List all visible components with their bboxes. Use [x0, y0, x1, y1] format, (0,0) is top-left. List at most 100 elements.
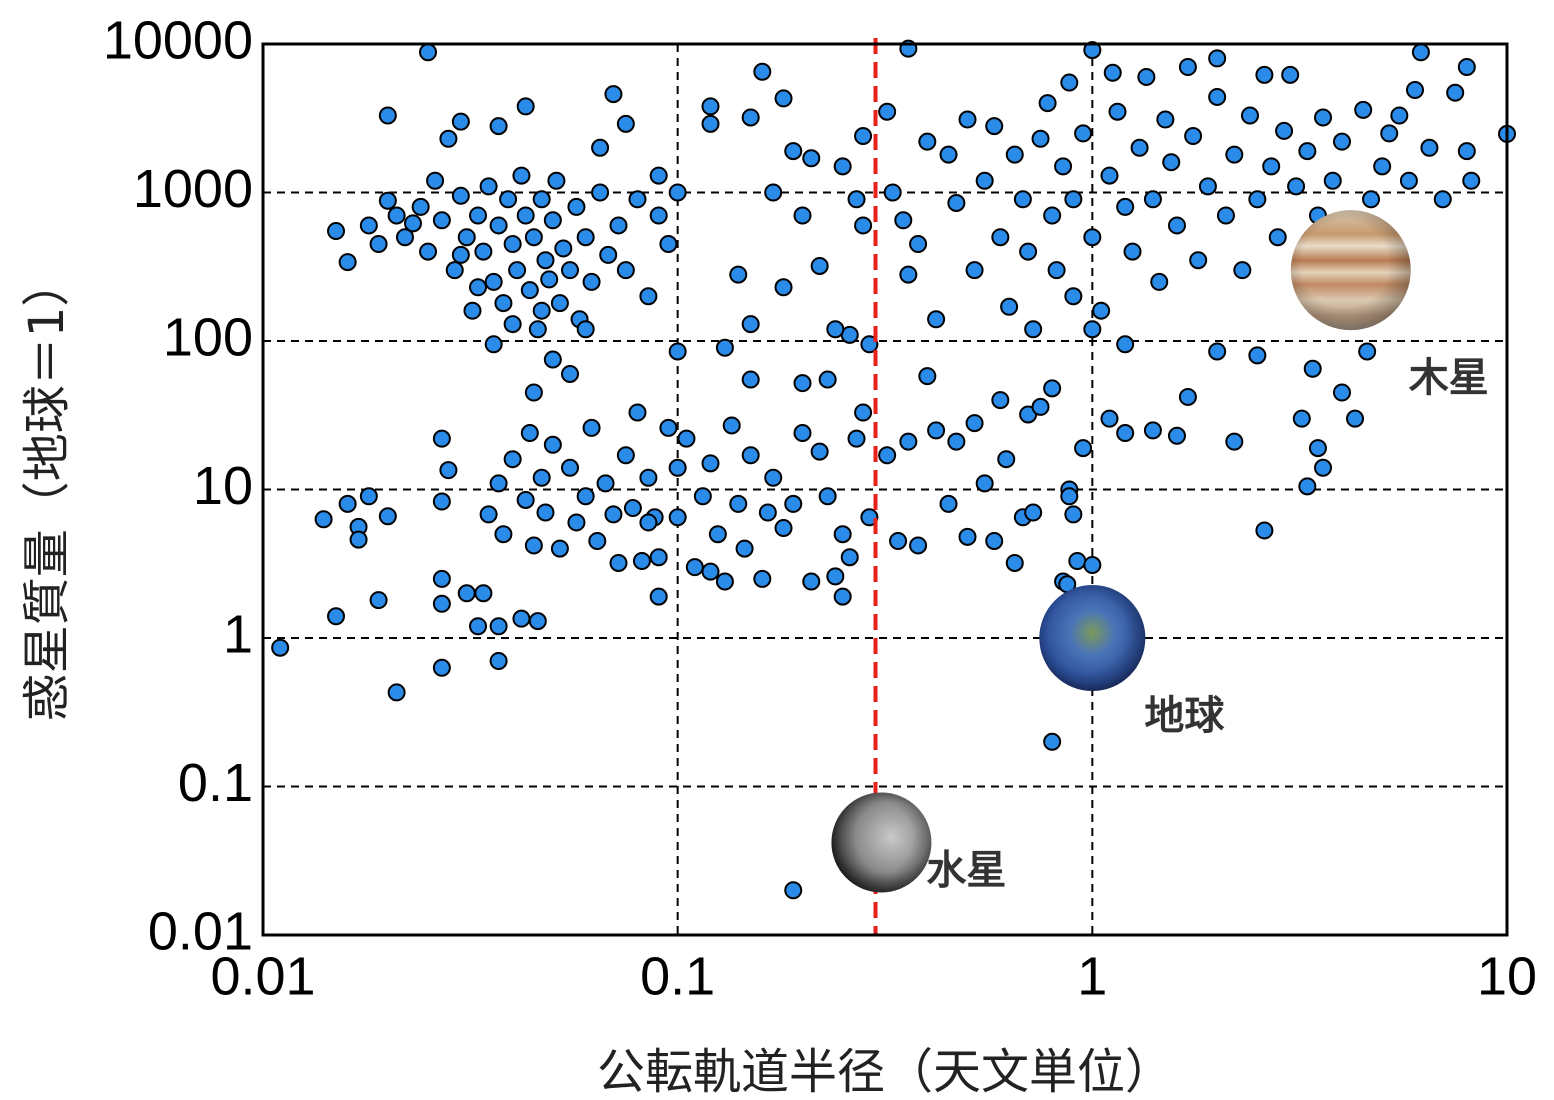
point: [413, 199, 429, 215]
point: [537, 505, 553, 521]
points: [272, 41, 1515, 899]
point: [562, 460, 578, 476]
point: [629, 405, 645, 421]
point: [584, 274, 600, 290]
point: [500, 191, 516, 207]
point: [598, 475, 614, 491]
point: [481, 178, 497, 194]
point: [1218, 208, 1234, 224]
point: [1299, 478, 1315, 494]
y-axis-label: 惑星質量（地球＝1）: [19, 259, 75, 722]
point: [948, 434, 964, 450]
point: [992, 392, 1008, 408]
point: [605, 506, 621, 522]
point: [562, 366, 578, 382]
point: [651, 589, 667, 605]
point: [1132, 140, 1148, 156]
point: [717, 340, 733, 356]
point: [835, 158, 851, 174]
point: [1033, 399, 1049, 415]
point: [505, 236, 521, 252]
point: [1282, 67, 1298, 83]
y-tick-label: 10: [193, 456, 253, 516]
point: [405, 215, 421, 231]
point: [1334, 384, 1350, 400]
point: [776, 90, 792, 106]
point: [803, 150, 819, 166]
point: [842, 549, 858, 565]
point: [1374, 158, 1390, 174]
point: [717, 574, 733, 590]
point: [541, 271, 557, 287]
point: [855, 128, 871, 144]
y-tick-label: 1000: [133, 159, 253, 219]
point: [1413, 44, 1429, 60]
point: [1363, 191, 1379, 207]
point: [562, 262, 578, 278]
point: [592, 140, 608, 156]
point: [1180, 389, 1196, 405]
point: [513, 611, 529, 627]
planet-shade: [1291, 210, 1411, 330]
point: [440, 462, 456, 478]
point: [340, 254, 356, 270]
point: [495, 526, 511, 542]
point: [1256, 67, 1272, 83]
point: [491, 618, 507, 634]
point: [634, 553, 650, 569]
point: [1007, 555, 1023, 571]
point: [1359, 343, 1375, 359]
point: [1200, 178, 1216, 194]
point: [1055, 158, 1071, 174]
point: [1294, 411, 1310, 427]
point: [434, 212, 450, 228]
point: [568, 514, 584, 530]
point: [998, 451, 1014, 467]
point: [879, 447, 895, 463]
point: [1185, 128, 1201, 144]
point: [1065, 288, 1081, 304]
point: [1325, 173, 1341, 189]
point: [1463, 173, 1479, 189]
point: [1226, 434, 1242, 450]
point: [434, 596, 450, 612]
point: [509, 262, 525, 278]
y-tick-label: 0.01: [148, 901, 253, 961]
point: [475, 244, 491, 260]
point: [447, 262, 463, 278]
point: [361, 217, 377, 233]
point: [803, 574, 819, 590]
point: [849, 431, 865, 447]
point: [941, 147, 957, 163]
point: [640, 514, 656, 530]
point: [1101, 411, 1117, 427]
point: [827, 321, 843, 337]
point: [660, 236, 676, 252]
point: [967, 415, 983, 431]
point: [743, 372, 759, 388]
point: [1084, 557, 1100, 573]
point: [1163, 154, 1179, 170]
point: [526, 384, 542, 400]
point: [670, 343, 686, 359]
point: [948, 195, 964, 211]
point: [380, 193, 396, 209]
point: [835, 526, 851, 542]
point: [1084, 321, 1100, 337]
point: [578, 321, 594, 337]
point: [1025, 505, 1041, 521]
point: [986, 533, 1002, 549]
point: [380, 108, 396, 124]
point: [960, 529, 976, 545]
point: [552, 541, 568, 557]
point: [1015, 191, 1031, 207]
overlay: 水星地球木星: [831, 38, 1488, 935]
x-axis-label: 公転軌道半径（天文単位）: [597, 1044, 1173, 1100]
point: [518, 98, 534, 114]
point: [835, 589, 851, 605]
point: [530, 613, 546, 629]
point: [545, 437, 561, 453]
point: [960, 112, 976, 128]
point: [351, 532, 367, 548]
y-tick-label: 0.1: [178, 753, 253, 813]
